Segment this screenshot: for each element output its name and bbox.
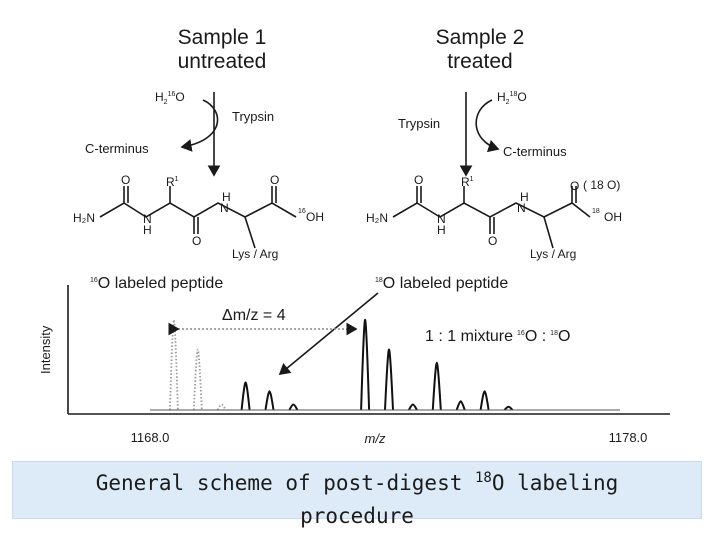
trypsin-label-right: Trypsin [398, 116, 440, 131]
sample1-subtitle: untreated [178, 50, 267, 73]
spectrum-peak-solid-9 [503, 405, 514, 411]
svg-text:N: N [143, 212, 152, 226]
svg-text:O: O [570, 179, 579, 193]
spectrum-peak-solid-2 [288, 403, 299, 411]
svg-text:H218O: H218O [497, 90, 527, 106]
sample1-title: Sample 1 [178, 26, 267, 49]
cterminus-label-left: C-terminus [85, 141, 149, 156]
svg-text:H: H [222, 190, 231, 204]
svg-text:Lys / Arg: Lys / Arg [232, 247, 278, 261]
mass-spectrum: Intensity m/z 1168.0 1178.0 16O labeled … [38, 275, 670, 446]
sample2-title: Sample 2 [436, 26, 525, 49]
reaction-arc-left [180, 99, 219, 152]
svg-text:Lys / Arg: Lys / Arg [530, 247, 576, 261]
svg-text:( 18 O): ( 18 O) [583, 178, 620, 192]
svg-text:H: H [437, 223, 446, 237]
water-16-label: H216O [155, 90, 185, 106]
peptide-structure-right: H₂N O N H R1 O H N Lys / Arg O ( 18 O) 1… [366, 173, 622, 261]
water-18-label: H218O [497, 90, 527, 106]
spectrum-peak-dotted-1 [192, 348, 203, 411]
spectrum-peak-dotted-2 [216, 403, 227, 411]
x-tick-label-1168: 1168.0 [131, 430, 170, 445]
svg-text:H216O: H216O [155, 90, 185, 106]
caption-line1-start: General scheme of post-digest [95, 471, 475, 495]
svg-text:16: 16 [298, 208, 306, 215]
svg-text:R1: R1 [461, 175, 474, 189]
svg-text:N: N [220, 201, 229, 215]
spectrum-peak-dotted-0 [169, 318, 179, 411]
y-axis-label: Intensity [38, 325, 53, 374]
svg-text:R1: R1 [166, 175, 179, 189]
svg-text:H₂N: H₂N [73, 211, 95, 225]
peptide-structure-left: H₂N O N H R1 O H N Lys / Arg O 16 OH [73, 173, 324, 261]
svg-text:H: H [143, 223, 152, 237]
spectrum-peak-solid-0 [240, 381, 251, 411]
svg-text:O: O [488, 234, 497, 248]
spectrum-peak-solid-8 [479, 390, 490, 411]
cterminus-label-right: C-terminus [503, 144, 567, 159]
caption-line1-end: O labeling [491, 471, 619, 495]
spectrum-peak-solid-3 [360, 318, 371, 411]
svg-text:O: O [270, 173, 279, 187]
mixture-label: 1 : 1 mixture 16O :18O [425, 328, 570, 345]
spectrum-peak-solid-1 [264, 390, 275, 411]
x-axis-label: m/z [365, 431, 386, 446]
sample2-subtitle: treated [447, 50, 512, 73]
spectrum-peak-solid-4 [384, 348, 394, 411]
svg-text:H₂N: H₂N [366, 211, 388, 225]
svg-text:OH: OH [306, 210, 324, 224]
svg-text:O: O [192, 234, 201, 248]
spectrum-peak-solid-6 [431, 361, 442, 411]
trypsin-label-left: Trypsin [232, 109, 274, 124]
svg-text:N: N [517, 201, 526, 215]
o18-labeled-peptide: 18O labeled peptide [375, 275, 508, 292]
delta-mz-label: Δm/z = 4 [222, 307, 286, 324]
caption-superscript: 18 [475, 470, 492, 486]
spectrum-peak-solid-5 [408, 403, 418, 411]
caption-line2: procedure [300, 504, 414, 528]
x-tick-label-1178: 1178.0 [609, 430, 648, 445]
svg-text:18: 18 [592, 208, 600, 215]
svg-text:H: H [520, 190, 529, 204]
svg-text:O: O [121, 173, 130, 187]
o16-labeled-peptide: 16O labeled peptide [90, 275, 223, 292]
spectrum-peak-solid-7 [455, 400, 466, 411]
svg-text:N: N [437, 212, 446, 226]
svg-text:OH: OH [604, 210, 622, 224]
slide-caption: General scheme of post-digest 18O labeli… [12, 461, 702, 528]
svg-text:O: O [414, 173, 423, 187]
spectrum-peaks [150, 318, 620, 411]
reaction-arc-right [475, 99, 500, 153]
